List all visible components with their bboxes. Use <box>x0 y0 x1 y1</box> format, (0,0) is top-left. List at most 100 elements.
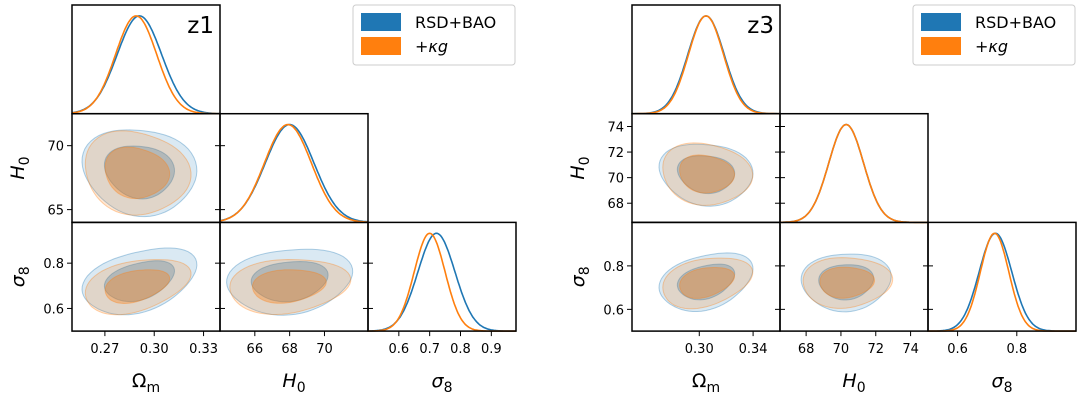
marginal-panel-s8 <box>928 232 1076 332</box>
marginal-panel-s8 <box>368 232 516 332</box>
contour-95-series-0 <box>226 248 354 316</box>
y-tick-label: 68 <box>607 197 624 212</box>
contour-68-series-0 <box>103 145 176 200</box>
marginal-curve-series-0 <box>368 232 516 332</box>
x-tick-label: 68 <box>798 342 815 357</box>
x-tick-label: 70 <box>316 342 333 357</box>
contour-95-series-1 <box>662 142 754 206</box>
x-axis-label-s8: σ8 <box>992 370 1013 396</box>
y-tick-label: 70 <box>47 140 64 155</box>
contour-95-series-1 <box>84 259 192 316</box>
x-axis-label-H0: H0 <box>282 370 305 396</box>
marginal-curve-series-1 <box>632 15 780 115</box>
legend-entry: RSD+BAO <box>975 13 1056 32</box>
y-axis-label-H0: H0 <box>7 156 33 179</box>
contour-68-series-0 <box>250 260 329 303</box>
triangle-plot-z3: 0.30 0.34 Ωm 68 70 72 74 H0 0.6 0.8 σ8 68 70 72 74 H0 0.… <box>567 4 1077 396</box>
x-tick-label: 0.8 <box>1006 342 1027 357</box>
contour-68-series-0 <box>103 260 176 303</box>
legend: RSD+BAO +κg <box>912 4 1076 66</box>
contour-95-series-0 <box>81 247 198 316</box>
x-tick-label: 66 <box>247 342 264 357</box>
panel-frame <box>219 112 369 224</box>
x-tick-label: 0.34 <box>739 342 768 357</box>
contour-68-series-0 <box>676 263 736 301</box>
contour-95-series-0 <box>658 252 754 312</box>
panel-frame <box>631 4 781 115</box>
panel-title: z1 <box>187 13 214 39</box>
contour-68-series-0 <box>818 264 875 301</box>
y-axis-label-s8: σ8 <box>7 266 33 287</box>
x-tick-label: 70 <box>833 342 850 357</box>
marginal-panel-Om <box>71 15 221 115</box>
panel-frame <box>71 4 221 115</box>
legend-swatch <box>921 13 961 31</box>
y-tick-label: 0.6 <box>43 302 64 317</box>
contour-95-series-1 <box>84 130 192 216</box>
marginal-curve-series-0 <box>780 123 928 224</box>
contour-68-series-0 <box>676 155 736 195</box>
marginal-panel-Om <box>632 15 780 115</box>
marginal-curve-series-1 <box>780 123 928 224</box>
marginal-curve-series-1 <box>219 123 369 223</box>
panel-frame <box>367 221 517 332</box>
contour-68-series-1 <box>251 269 327 304</box>
x-tick-label: 0.7 <box>419 342 440 357</box>
contour-panel-H0-s8 <box>226 248 354 316</box>
x-tick-label: 74 <box>902 342 919 357</box>
legend-swatch <box>361 37 401 55</box>
marginal-curve-series-1 <box>71 15 220 115</box>
contour-68-series-1 <box>679 154 735 194</box>
x-tick-label: 0.27 <box>90 342 119 357</box>
legend-swatch <box>921 37 961 55</box>
x-tick-label: 68 <box>281 342 298 357</box>
legend-entry: RSD+BAO <box>415 13 496 32</box>
contour-68-series-1 <box>104 269 171 305</box>
x-axis-label-Om: Ωm <box>132 370 160 396</box>
contour-panel-Om-H0 <box>658 142 754 207</box>
marginal-panel-H0 <box>780 123 928 224</box>
contour-95-series-0 <box>81 129 198 218</box>
x-axis-label-H0: H0 <box>842 370 865 396</box>
legend-swatch <box>361 13 401 31</box>
contour-95-series-1 <box>662 257 754 310</box>
y-tick-label: 72 <box>607 146 624 161</box>
panel-frame <box>927 221 1077 332</box>
contour-panel-Om-s8 <box>658 252 754 312</box>
triangle-plot-z1: 0.27 0.30 0.33 Ωm 66 68 70 H0 0.6 0.7 0.8 0.9 σ8 65 70… <box>7 4 517 396</box>
contour-95-series-1 <box>229 258 352 316</box>
y-tick-label: 74 <box>607 120 624 135</box>
x-tick-label: 0.6 <box>947 342 968 357</box>
contour-panel-Om-s8 <box>81 247 198 316</box>
contour-panel-H0-s8 <box>800 253 894 313</box>
marginal-curve-series-1 <box>368 232 516 332</box>
x-tick-label: 72 <box>867 342 884 357</box>
y-tick-label: 0.6 <box>603 303 624 318</box>
contour-95-series-0 <box>800 253 892 313</box>
contour-68-series-1 <box>679 267 735 299</box>
x-axis-label-s8: σ8 <box>432 370 453 396</box>
x-tick-label: 0.6 <box>388 342 409 357</box>
contour-68-series-1 <box>104 146 171 200</box>
y-axis-label-s8: σ8 <box>567 266 593 287</box>
contour-95-series-0 <box>658 143 754 207</box>
y-tick-label: 0.8 <box>603 260 624 275</box>
legend: RSD+BAO +κg <box>352 4 516 66</box>
legend-entry: +κg <box>975 37 1008 56</box>
contour-panel-Om-H0 <box>81 129 198 218</box>
y-axis-label-H0: H0 <box>567 156 593 179</box>
panel-title: z3 <box>747 13 774 39</box>
legend-entry: +κg <box>415 37 448 56</box>
x-tick-label: 0.8 <box>450 342 471 357</box>
x-tick-label: 0.30 <box>140 342 169 357</box>
panel-frame <box>779 112 929 224</box>
y-tick-label: 70 <box>607 172 624 187</box>
x-tick-label: 0.30 <box>685 342 714 357</box>
x-axis-label-Om: Ωm <box>692 370 720 396</box>
x-tick-label: 0.33 <box>189 342 218 357</box>
contour-95-series-1 <box>802 257 894 309</box>
marginal-curve-series-1 <box>928 232 1076 332</box>
y-tick-label: 0.8 <box>43 257 64 272</box>
y-tick-label: 65 <box>47 204 64 219</box>
